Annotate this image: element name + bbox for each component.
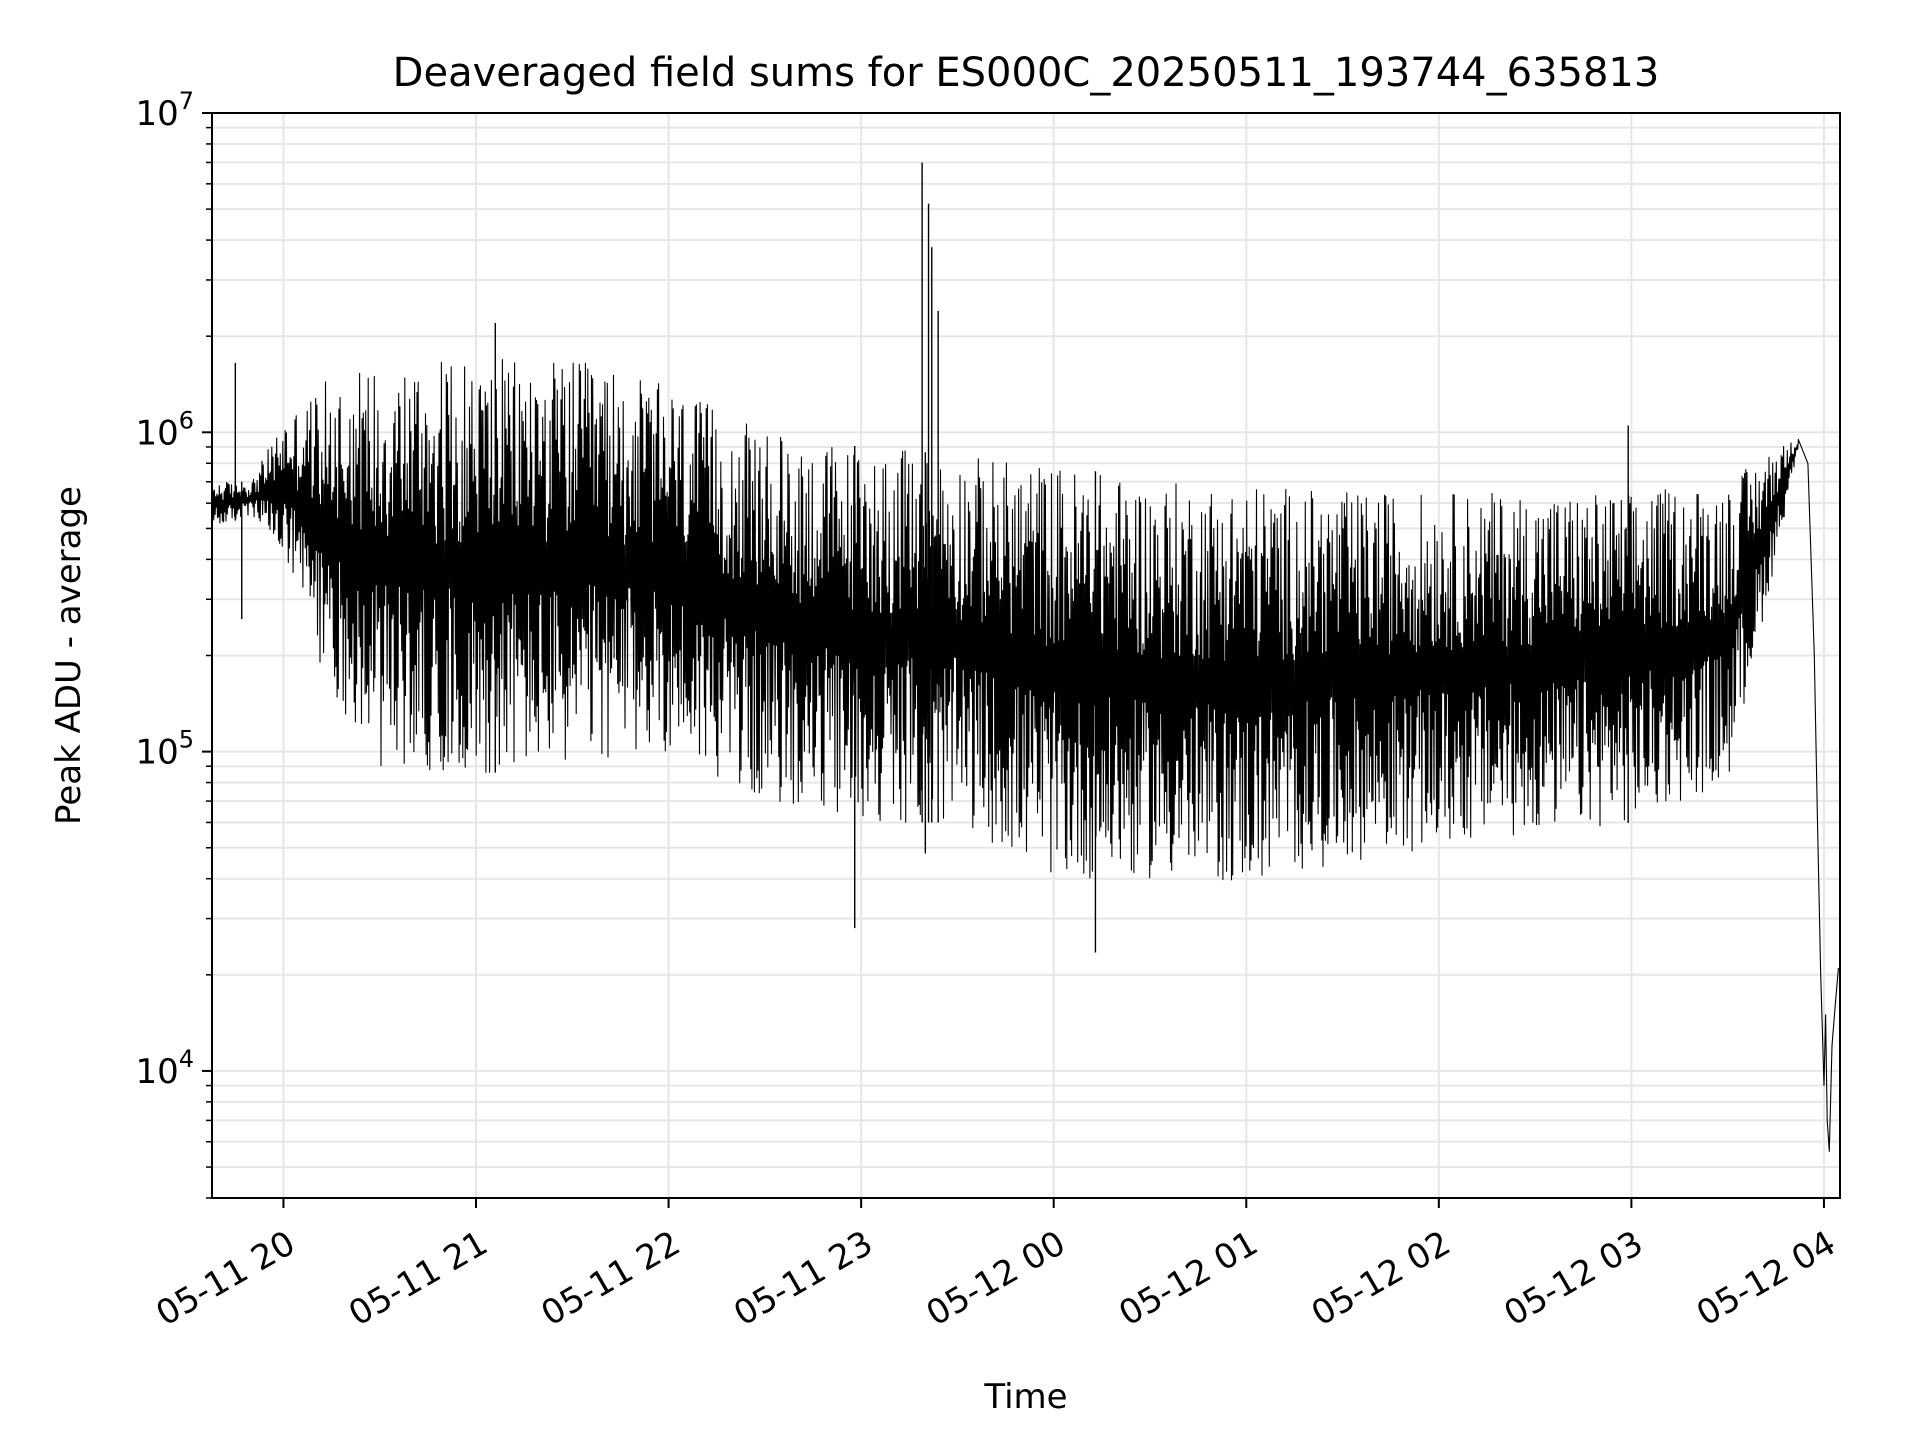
x-axis-label: Time bbox=[983, 1377, 1067, 1417]
y-tick-label: 107 bbox=[135, 87, 194, 134]
series-line bbox=[211, 359, 1839, 1152]
y-tick-label: 106 bbox=[135, 406, 194, 453]
y-axis-label: Peak ADU - average bbox=[49, 486, 89, 825]
y-tick-label: 104 bbox=[135, 1045, 194, 1092]
y-tick-label: 105 bbox=[135, 726, 194, 773]
y-axis: 104 105 106 107 bbox=[135, 87, 212, 1199]
series bbox=[211, 162, 1839, 1152]
chart-title: Deaveraged field sums for ES000C_2025051… bbox=[393, 50, 1660, 96]
